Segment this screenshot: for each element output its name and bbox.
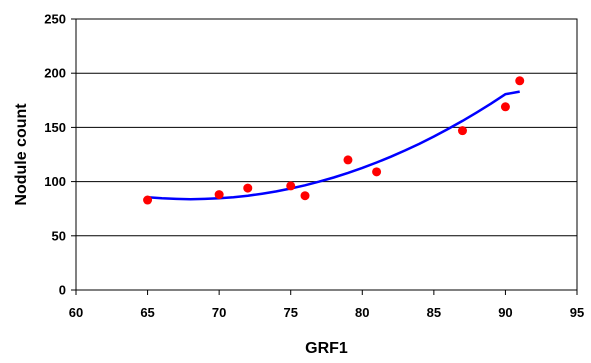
x-tick-label: 95	[570, 305, 584, 320]
x-tick-label: 70	[212, 305, 226, 320]
x-tick-label: 90	[498, 305, 512, 320]
data-point	[214, 190, 224, 200]
data-point	[343, 155, 353, 165]
y-axis-title: Nodule count	[13, 103, 30, 206]
gridlines	[76, 72, 577, 237]
data-point	[286, 181, 296, 191]
data-point	[500, 102, 510, 112]
y-tick-label: 200	[44, 66, 66, 81]
x-tick-label: 80	[355, 305, 369, 320]
y-tick-label: 150	[44, 120, 66, 135]
x-tick-label: 60	[69, 305, 83, 320]
plot-area	[75, 18, 578, 291]
x-tick-label: 65	[140, 305, 154, 320]
trendline	[147, 90, 520, 201]
y-tick-label: 0	[59, 283, 66, 298]
data-point	[372, 167, 382, 177]
series	[143, 76, 525, 205]
x-axis-ticks: 60 65 70 75 80 85 90 95	[69, 290, 584, 320]
y-tick-label: 100	[44, 174, 66, 189]
data-point	[457, 126, 467, 136]
data-point	[300, 191, 310, 201]
data-point	[243, 183, 253, 193]
x-tick-label: 75	[283, 305, 297, 320]
data-point	[515, 76, 525, 86]
x-tick-label: 85	[427, 305, 441, 320]
data-point	[143, 195, 153, 205]
y-tick-label: 250	[44, 12, 66, 27]
y-tick-label: 50	[52, 228, 66, 243]
y-axis-ticks: 0 50 100 150 200 250	[44, 12, 76, 298]
x-axis-title: GRF1	[305, 340, 348, 357]
